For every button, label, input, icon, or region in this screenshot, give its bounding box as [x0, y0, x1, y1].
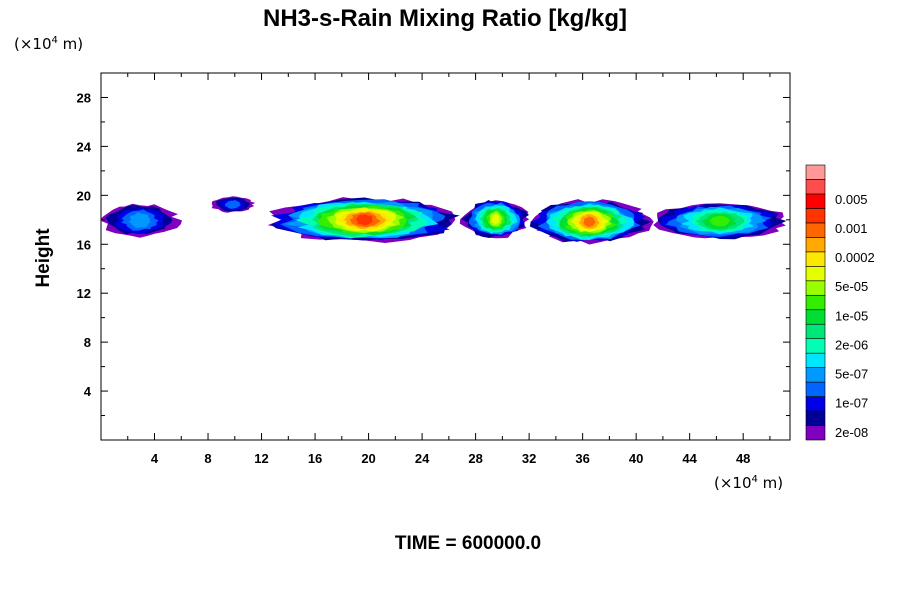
x-tick-label: 28 [468, 451, 482, 466]
x-tick-label: 8 [204, 451, 211, 466]
colorbar-swatch [805, 294, 826, 311]
contour-band [356, 214, 373, 226]
colorbar-swatch [805, 280, 826, 296]
x-tick-label: 48 [736, 451, 750, 466]
colorbar-swatch [805, 179, 826, 195]
colorbar-swatch [805, 208, 826, 224]
colorbar-label: 5e-05 [835, 279, 868, 294]
colorbar: 2e-08 1e-07 5e-07 2e-06 1e-05 5e-05 0.0002 0.00… [805, 164, 875, 441]
colorbar-swatch [805, 237, 826, 253]
colorbar-label: 5e-07 [835, 367, 868, 382]
colorbar-swatch [805, 367, 826, 383]
contour-band [225, 200, 241, 209]
y-unit-label: (×104 m) [14, 35, 83, 53]
colorbar-swatch [805, 323, 826, 339]
x-tick-label: 12 [254, 451, 268, 466]
x-tick-label: 24 [415, 451, 430, 466]
contour-band [583, 216, 596, 228]
x-tick-label: 20 [361, 451, 375, 466]
plot-frame [100, 72, 791, 441]
x-unit-label: (×104 m) [714, 474, 783, 492]
colorbar-label: 1e-07 [835, 396, 868, 411]
y-axis-label: Height [33, 228, 54, 288]
contour-band [709, 215, 731, 227]
chart-title: NH3-s-Rain Mixing Ratio [kg/kg] [263, 5, 627, 32]
colorbar-swatch [805, 164, 826, 180]
colorbar-label: 0.0002 [835, 250, 875, 265]
y-tick-label: 20 [77, 188, 91, 203]
colorbar-swatch [805, 338, 826, 354]
colorbar-swatch [805, 352, 826, 368]
x-tick-label: 4 [151, 451, 159, 466]
colorbar-swatch [805, 309, 826, 325]
x-tick-label: 16 [308, 451, 322, 466]
y-tick-label: 16 [77, 237, 91, 252]
mixing-ratio-layer [101, 196, 787, 245]
colorbar-swatch [805, 266, 826, 282]
colorbar-swatch [805, 410, 826, 426]
colorbar-swatch [805, 396, 826, 412]
x-tick-label: 44 [682, 451, 697, 466]
y-axis-ticks: 4 8 12 16 20 24 28 [77, 90, 790, 417]
time-label: TIME = 600000.0 [395, 533, 541, 554]
x-axis-ticks: 4 8 12 16 20 24 28 32 36 40 44 48 [127, 73, 771, 466]
y-tick-label: 12 [77, 286, 91, 301]
colorbar-swatch [805, 381, 826, 397]
colorbar-label: 2e-08 [835, 425, 868, 440]
y-tick-label: 4 [84, 384, 92, 399]
x-tick-label: 40 [629, 451, 643, 466]
contour-band [128, 212, 151, 228]
colorbar-swatch [805, 193, 826, 209]
y-tick-label: 8 [84, 335, 91, 350]
y-tick-label: 28 [77, 90, 91, 105]
colorbar-label: 1e-05 [835, 308, 868, 323]
colorbar-swatch [805, 425, 826, 441]
x-tick-label: 32 [522, 451, 536, 466]
y-tick-label: 24 [77, 139, 92, 154]
colorbar-swatch [805, 222, 826, 238]
x-tick-label: 36 [575, 451, 589, 466]
colorbar-swatch [805, 251, 826, 267]
contour-band [491, 213, 500, 225]
colorbar-label: 0.001 [835, 221, 868, 236]
colorbar-label: 0.005 [835, 192, 868, 207]
colorbar-label: 2e-06 [835, 337, 868, 352]
